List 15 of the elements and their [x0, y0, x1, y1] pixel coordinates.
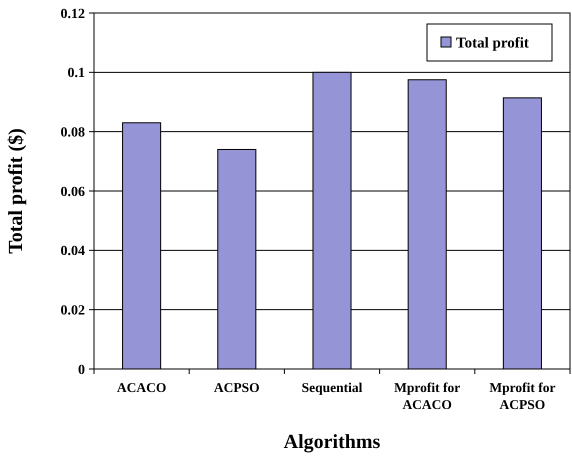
y-tick-label: 0 [78, 362, 85, 378]
y-tick-label: 0.02 [60, 304, 85, 319]
y-tick-label: 0.04 [60, 244, 85, 260]
x-axis-title: Algorithms [284, 431, 381, 453]
x-tick-label: Sequential [302, 380, 363, 395]
y-tick-label: 0.08 [60, 126, 85, 141]
x-tick-label: ACPSO [214, 380, 260, 395]
legend-label: Total profit [456, 35, 529, 52]
x-tick-label: ACACO [116, 380, 166, 395]
y-tick-label: 0.06 [60, 184, 85, 200]
y-axis-title: Total profit ($) [5, 128, 27, 254]
y-tick-label: 0.1 [68, 66, 85, 82]
x-tick-label: Mprofit for ACACO [394, 380, 460, 412]
y-tick-label: 0.12 [60, 6, 85, 22]
x-tick-label: Mprofit for ACPSO [489, 380, 556, 412]
